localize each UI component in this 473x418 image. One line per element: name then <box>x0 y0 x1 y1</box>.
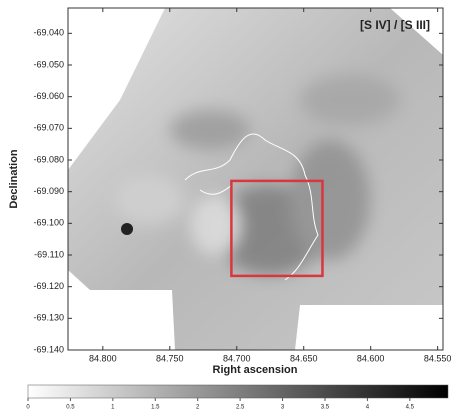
plot-frame <box>67 7 444 351</box>
y-tick-label: -69.120 <box>33 281 64 291</box>
x-tick-label: 84.650 <box>290 353 318 363</box>
colorbar-tick-label: 4 <box>366 405 370 411</box>
colorbar-tick-label: 3 <box>281 405 285 411</box>
x-tick-label: 84.600 <box>357 353 385 363</box>
y-tick-label: -69.070 <box>33 123 64 133</box>
x-axis-label: Right ascension <box>213 364 298 376</box>
y-tick-label: -69.110 <box>34 249 64 259</box>
y-axis-label: Declination <box>8 149 20 209</box>
x-tick-label: 84.800 <box>89 353 117 363</box>
colorbar-tick-label: 3.5 <box>321 405 330 411</box>
colorbar-tick-label: 2 <box>196 405 200 411</box>
colorbar-tick-label: 0 <box>26 405 30 411</box>
y-tick-label: -69.060 <box>33 91 64 101</box>
colorbar-tick-label: 1 <box>111 405 115 411</box>
colorbar <box>27 384 449 399</box>
x-tick-label: 84.700 <box>223 353 251 363</box>
y-tick-label: -69.100 <box>33 218 64 228</box>
colorbar-tick-label: 1.5 <box>151 405 160 411</box>
y-tick-label: -69.140 <box>33 344 64 354</box>
y-tick-label: -69.050 <box>33 59 64 69</box>
y-tick-label: -69.090 <box>33 186 64 196</box>
y-tick-label: -69.080 <box>33 154 64 164</box>
y-tick-label: -69.040 <box>33 28 64 38</box>
image <box>68 8 443 350</box>
colorbar-tick-label: 0.5 <box>66 405 75 411</box>
x-tick-label: 84.550 <box>424 353 452 363</box>
chart-title: [S IV] / [S III] <box>360 18 430 32</box>
colorbar-tick-label: 4.5 <box>406 405 415 411</box>
colorbar-tick-label: 2.5 <box>236 405 245 411</box>
y-tick-label: -69.130 <box>33 313 64 323</box>
x-tick-label: 84.750 <box>156 353 184 363</box>
region-box <box>230 179 324 278</box>
